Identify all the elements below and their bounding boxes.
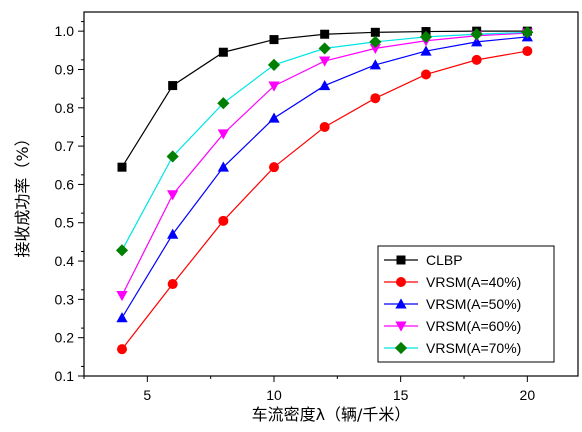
data-point	[267, 58, 281, 71]
data-point	[217, 129, 229, 140]
data-point	[421, 69, 431, 80]
data-point	[318, 42, 331, 55]
y-tick-label: 0.4	[55, 253, 75, 269]
y-tick-label: 0.2	[55, 330, 75, 346]
data-point	[370, 93, 381, 104]
y-axis-label: 接收成功率（%）	[13, 130, 32, 257]
data-point	[166, 150, 179, 163]
legend-marker	[396, 255, 406, 265]
series-group	[115, 26, 534, 355]
data-point	[218, 215, 229, 226]
data-point	[319, 79, 331, 91]
data-point	[470, 28, 483, 41]
data-point	[217, 97, 230, 110]
data-point	[217, 161, 229, 172]
data-point	[369, 35, 382, 48]
y-tick-label: 0.8	[55, 100, 75, 116]
x-tick-label: 10	[266, 387, 282, 403]
data-point	[117, 344, 127, 355]
data-point	[319, 56, 331, 67]
x-tick-label: 15	[393, 387, 409, 403]
x-tick-label: 5	[143, 387, 151, 403]
legend-entry-label: VRSM(A=70%)	[426, 340, 521, 356]
series-4	[115, 26, 534, 257]
data-point	[268, 81, 280, 92]
data-point	[522, 46, 533, 57]
data-point	[167, 190, 179, 201]
legend-entry-label: CLBP	[426, 252, 463, 268]
data-point	[269, 162, 279, 173]
data-point	[369, 59, 381, 70]
y-tick-label: 0.1	[55, 368, 75, 384]
legend-marker	[396, 277, 406, 287]
data-point	[168, 81, 178, 91]
data-point	[369, 43, 381, 55]
data-point	[218, 47, 228, 57]
data-point	[471, 54, 482, 65]
y-tick-label: 0.6	[55, 176, 75, 192]
data-point	[370, 27, 380, 37]
data-point	[167, 228, 179, 239]
data-point	[268, 112, 280, 123]
legend-marker	[395, 298, 407, 309]
data-point	[116, 291, 128, 302]
y-tick-label: 0.9	[55, 61, 75, 77]
y-tick-label: 1.0	[55, 23, 75, 39]
plot-frame	[83, 11, 579, 377]
legend-marker	[394, 341, 408, 355]
series-1	[117, 46, 533, 355]
data-point	[115, 244, 129, 257]
data-point	[269, 35, 279, 45]
data-point	[319, 121, 330, 132]
data-point	[116, 312, 128, 323]
y-tick-label: 0.7	[55, 138, 75, 154]
data-point	[117, 162, 127, 172]
y-tick-label: 0.3	[55, 291, 75, 307]
data-point	[167, 279, 178, 290]
data-point	[521, 26, 534, 39]
legend-entry-label: VRSM(A=50%)	[426, 296, 521, 312]
legend: CLBP VRSM(A=40%) VRSM(A=50%) VRSM(A=60%) VRS…	[377, 245, 555, 363]
legend-entry-label: VRSM(A=40%)	[426, 274, 521, 290]
data-point	[420, 45, 432, 56]
legend-entry-label: VRSM(A=60%)	[426, 318, 521, 334]
series-2	[116, 31, 533, 323]
x-axis-label: 车流密度λ（辆/千米）	[252, 405, 411, 424]
y-tick-label: 0.5	[55, 215, 75, 231]
data-point	[320, 29, 330, 39]
data-point	[419, 30, 433, 43]
x-tick-label: 20	[520, 387, 536, 403]
axes: 0.1 0.2 0.3 0.4 0.5 0.6 0.7 0.8 0.9 1.0 5 10 15 20	[55, 11, 579, 403]
legend-marker	[395, 321, 407, 332]
